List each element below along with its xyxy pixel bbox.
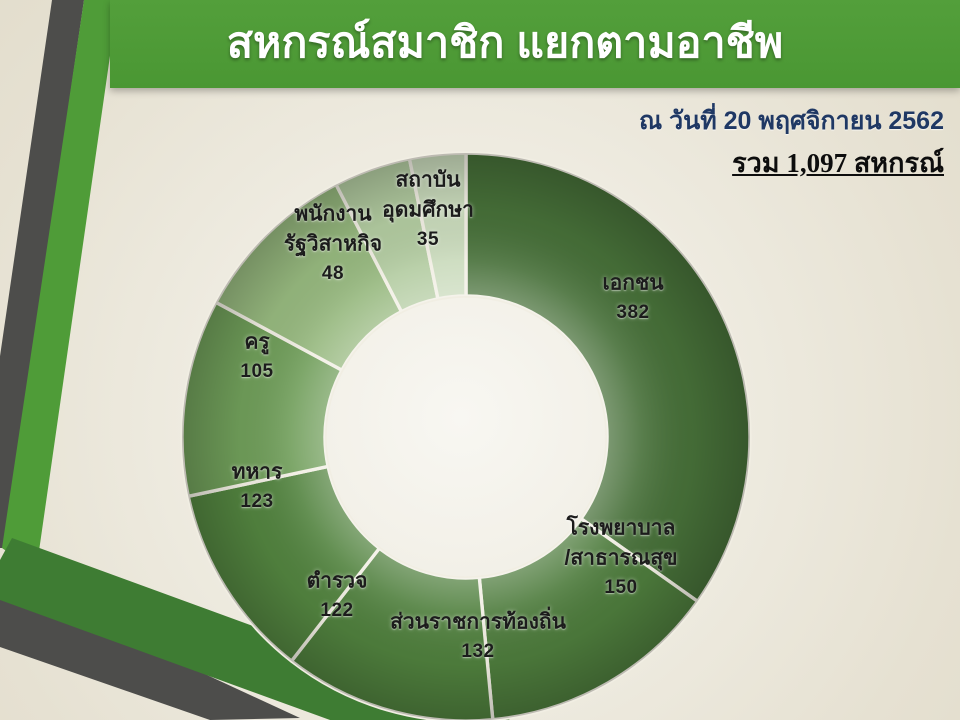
slice-label-6-line-0: พนักงาน <box>294 202 372 226</box>
slide-title: สหกรณ์สมาชิก แยกตามอาชีพ <box>226 19 784 67</box>
report-date: ณ วันที่ 20 พฤศจิกายน 2562 <box>638 107 944 135</box>
slice-label-7-line-0: สถาบัน <box>395 168 461 192</box>
slice-label-1-line-0: โรงพยาบาล <box>566 516 676 540</box>
slice-label-1-line-2: 150 <box>604 577 638 598</box>
slice-label-0-line-0: เอกชน <box>602 271 664 295</box>
slice-label-3-line-0: ตำรวจ <box>306 569 368 593</box>
slice-label-6-line-2: 48 <box>321 263 345 284</box>
slice-label-7-line-2: 35 <box>416 229 440 250</box>
slice-label-2-line-0: ส่วนราชการท้องถิ่น <box>390 610 566 634</box>
total-count: รวม 1,097 สหกรณ์ <box>732 148 944 178</box>
slice-label-1-line-1: /สาธารณสุข <box>564 546 678 570</box>
slice-label-7-line-1: อุดมศึกษา <box>382 198 474 222</box>
slice-label-3-line-1: 122 <box>320 600 354 621</box>
slice-label-5-line-0: ครู <box>244 330 270 354</box>
title-banner: สหกรณ์สมาชิก แยกตามอาชีพ <box>110 0 960 88</box>
slice-label-5-line-1: 105 <box>240 361 274 382</box>
slice-label-6-line-1: รัฐวิสาหกิจ <box>283 232 383 256</box>
slice-label-4-line-0: ทหาร <box>231 460 283 484</box>
green-band-upper <box>2 0 118 572</box>
slice-label-4-line-1: 123 <box>240 491 274 512</box>
gray-band-upper <box>0 0 84 548</box>
slice-label-0-line-1: 382 <box>616 302 650 323</box>
slice-label-2-line-1: 132 <box>461 641 495 662</box>
